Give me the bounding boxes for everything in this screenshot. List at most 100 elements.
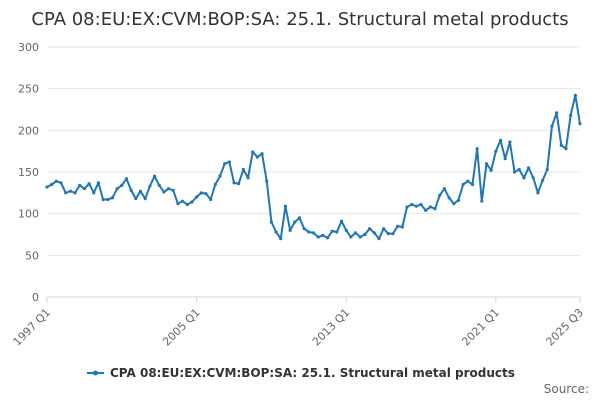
data-point[interactable]	[545, 167, 549, 172]
data-point[interactable]	[115, 187, 119, 191]
data-point[interactable]	[531, 176, 535, 180]
data-point[interactable]	[325, 236, 330, 240]
data-point[interactable]	[213, 182, 217, 187]
data-point[interactable]	[152, 174, 157, 178]
data-point[interactable]	[555, 111, 559, 115]
data-point[interactable]	[176, 202, 180, 206]
data-point[interactable]	[321, 233, 325, 237]
data-point[interactable]	[204, 192, 208, 196]
data-point[interactable]	[452, 202, 456, 206]
data-point[interactable]	[377, 237, 381, 241]
data-point[interactable]	[269, 220, 274, 224]
data-point[interactable]	[438, 193, 442, 197]
data-point[interactable]	[110, 196, 115, 200]
data-point[interactable]	[400, 225, 404, 229]
data-point[interactable]	[559, 143, 563, 147]
data-point[interactable]	[232, 181, 236, 185]
data-point[interactable]	[335, 230, 339, 234]
data-point[interactable]	[512, 170, 517, 174]
data-point[interactable]	[68, 189, 72, 193]
data-point[interactable]	[138, 189, 143, 193]
data-point[interactable]	[199, 191, 203, 195]
data-point[interactable]	[536, 191, 540, 195]
data-point[interactable]	[166, 187, 171, 191]
data-point[interactable]	[526, 166, 531, 170]
data-point[interactable]	[124, 177, 129, 181]
data-point[interactable]	[251, 150, 255, 154]
data-point[interactable]	[316, 235, 320, 239]
data-point[interactable]	[59, 181, 63, 185]
data-point[interactable]	[368, 227, 372, 231]
data-point[interactable]	[550, 124, 554, 128]
data-point[interactable]	[195, 195, 199, 199]
data-point[interactable]	[260, 152, 264, 156]
data-point[interactable]	[143, 197, 147, 201]
data-point[interactable]	[433, 207, 437, 211]
data-point[interactable]	[45, 185, 49, 189]
data-point[interactable]	[424, 208, 428, 212]
data-point[interactable]	[148, 184, 152, 188]
data-point[interactable]	[475, 147, 479, 151]
data-point[interactable]	[503, 157, 507, 161]
data-point[interactable]	[456, 198, 461, 202]
data-point[interactable]	[386, 232, 390, 236]
data-point[interactable]	[96, 181, 101, 185]
data-point[interactable]	[358, 235, 362, 239]
data-point[interactable]	[484, 162, 489, 166]
data-point[interactable]	[54, 179, 58, 183]
data-point[interactable]	[223, 162, 227, 166]
data-point[interactable]	[494, 149, 498, 153]
data-point[interactable]	[311, 231, 316, 235]
data-point[interactable]	[428, 205, 432, 209]
data-point[interactable]	[498, 138, 503, 142]
data-point[interactable]	[302, 227, 306, 231]
data-point[interactable]	[106, 197, 110, 202]
data-point[interactable]	[157, 183, 161, 187]
data-point[interactable]	[564, 147, 568, 151]
data-point[interactable]	[134, 197, 138, 201]
data-point[interactable]	[363, 232, 367, 237]
data-point[interactable]	[307, 230, 311, 234]
data-point[interactable]	[339, 219, 344, 223]
data-point[interactable]	[288, 228, 292, 232]
data-point[interactable]	[569, 113, 573, 117]
data-point[interactable]	[237, 182, 241, 186]
data-point[interactable]	[82, 187, 87, 191]
data-point[interactable]	[522, 176, 526, 180]
data-point[interactable]	[461, 182, 465, 187]
data-point[interactable]	[92, 191, 96, 195]
legend[interactable]: CPA 08:EU:EX:CVM:BOP:SA: 25.1. Structura…	[87, 366, 515, 380]
data-point[interactable]	[162, 190, 166, 194]
data-point[interactable]	[246, 176, 250, 180]
data-point[interactable]	[578, 122, 582, 126]
data-point[interactable]	[396, 224, 400, 228]
data-point[interactable]	[419, 202, 423, 207]
data-point[interactable]	[480, 199, 484, 203]
data-point[interactable]	[447, 196, 451, 200]
data-point[interactable]	[255, 155, 259, 159]
data-point[interactable]	[190, 200, 194, 204]
data-point[interactable]	[218, 174, 222, 178]
data-point[interactable]	[470, 182, 475, 187]
data-point[interactable]	[73, 191, 77, 195]
data-point[interactable]	[78, 183, 82, 187]
data-point[interactable]	[405, 205, 409, 209]
data-point[interactable]	[50, 182, 54, 187]
data-point[interactable]	[344, 228, 348, 232]
data-point[interactable]	[87, 182, 91, 186]
data-point[interactable]	[293, 220, 297, 224]
data-point[interactable]	[442, 187, 447, 191]
data-point[interactable]	[274, 230, 278, 234]
data-point[interactable]	[297, 216, 302, 220]
data-point[interactable]	[517, 167, 521, 172]
data-point[interactable]	[129, 188, 133, 192]
data-point[interactable]	[330, 229, 334, 233]
data-point[interactable]	[180, 199, 185, 203]
data-point[interactable]	[466, 179, 470, 183]
data-point[interactable]	[227, 160, 231, 164]
data-point[interactable]	[372, 231, 376, 235]
data-point[interactable]	[414, 204, 418, 208]
data-point[interactable]	[241, 167, 245, 172]
data-point[interactable]	[573, 93, 577, 97]
data-point[interactable]	[349, 235, 353, 239]
